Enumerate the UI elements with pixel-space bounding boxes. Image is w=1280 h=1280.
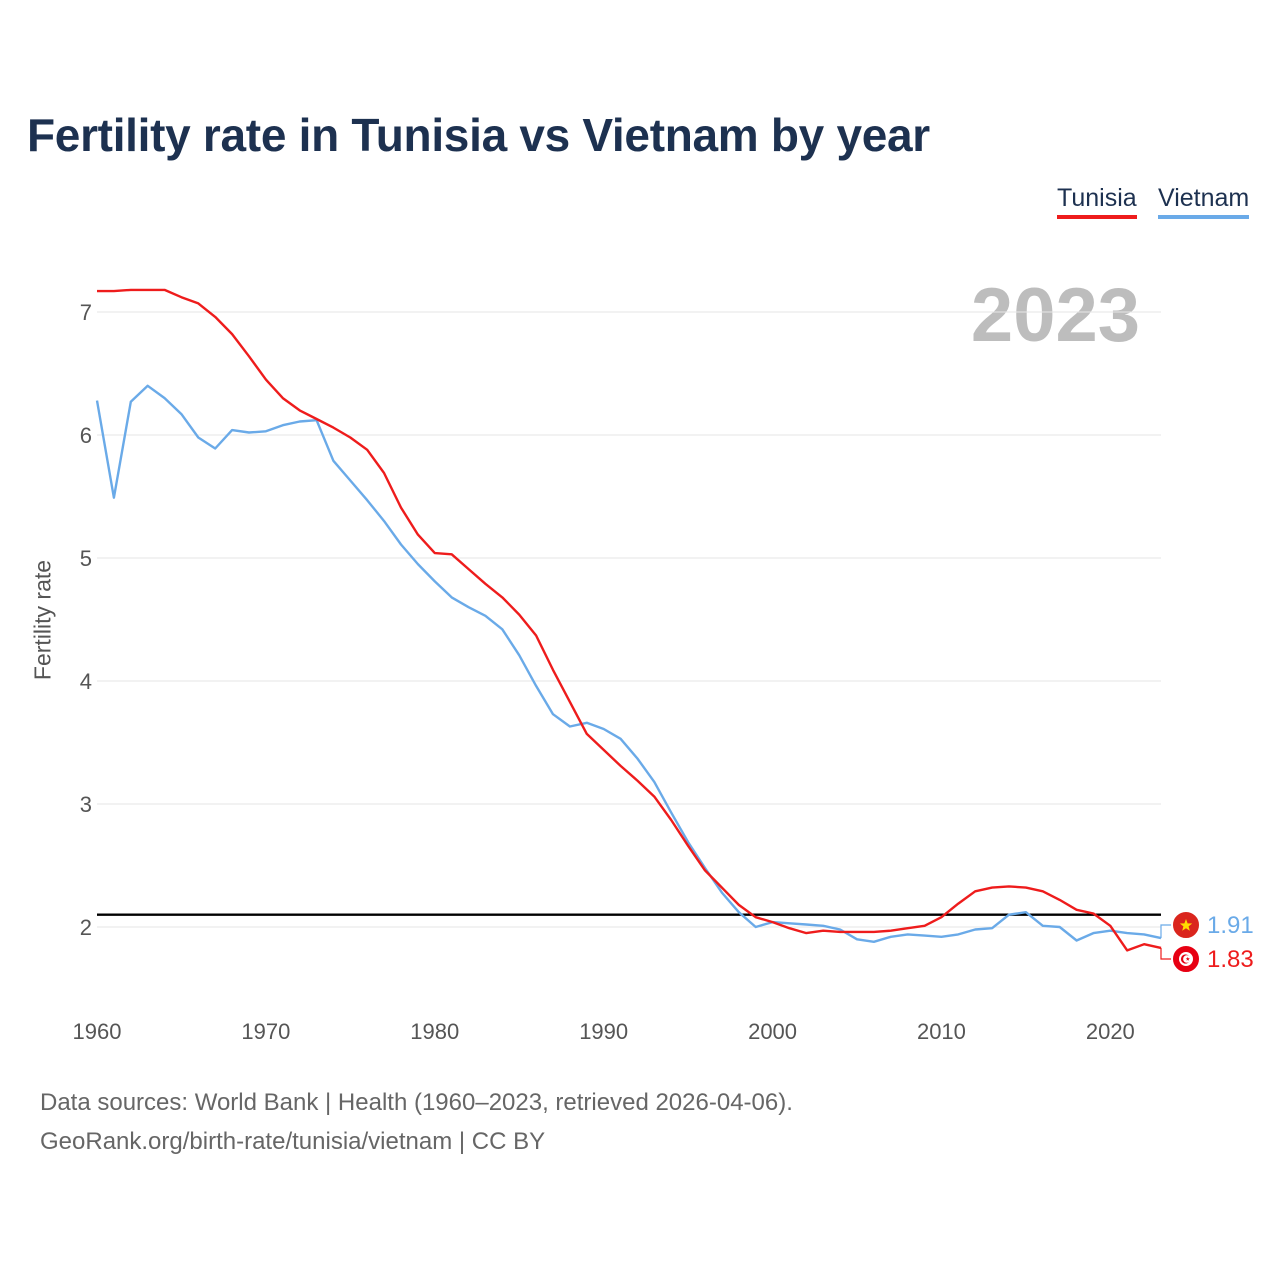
x-axis-ticks: 1960 1970 1980 1990 2000 2010 2020 <box>73 1019 1135 1044</box>
vietnam-flag-icon <box>1171 910 1201 940</box>
tunisia-flag-icon <box>1171 944 1201 974</box>
y-tick-label: 5 <box>80 546 92 571</box>
vietnam-leader-line <box>1160 924 1172 939</box>
chart-title: Fertility rate in Tunisia vs Vietnam by … <box>27 109 930 161</box>
x-tick-label: 2010 <box>917 1019 966 1044</box>
credit-link[interactable]: GeoRank.org/birth-rate/tunisia/vietnam |… <box>40 1128 546 1155</box>
y-tick-label: 2 <box>80 915 92 940</box>
y-tick-label: 3 <box>80 792 92 817</box>
y-tick-label: 4 <box>80 669 92 694</box>
y-axis-ticks: 2 3 4 5 6 7 <box>80 300 92 940</box>
x-tick-label: 2020 <box>1086 1019 1135 1044</box>
grid-lines <box>97 311 1161 928</box>
x-tick-label: 1990 <box>579 1019 628 1044</box>
series-line-vietnam <box>95 384 1162 943</box>
series-line-tunisia <box>97 288 1162 952</box>
y-tick-label: 6 <box>80 423 92 448</box>
year-display: 2023 <box>970 273 1140 358</box>
vietnam-end-value-label: 1.91 <box>1207 912 1254 939</box>
x-tick-label: 1970 <box>241 1019 290 1044</box>
series-lines <box>95 288 1162 952</box>
data-source-note: Data sources: World Bank | Health (1960–… <box>40 1089 793 1116</box>
legend-item-vietnam[interactable]: Vietnam <box>1158 184 1250 219</box>
y-tick-label: 7 <box>80 300 92 325</box>
x-tick-label: 2000 <box>748 1019 797 1044</box>
x-tick-label: 1980 <box>410 1019 459 1044</box>
x-tick-label: 1960 <box>73 1019 122 1044</box>
tunisia-leader-line <box>1160 947 1172 960</box>
tunisia-end-value-label: 1.83 <box>1207 946 1254 973</box>
end-markers: 1.91 1.83 <box>1160 910 1254 974</box>
legend-item-tunisia[interactable]: Tunisia <box>1057 184 1137 219</box>
